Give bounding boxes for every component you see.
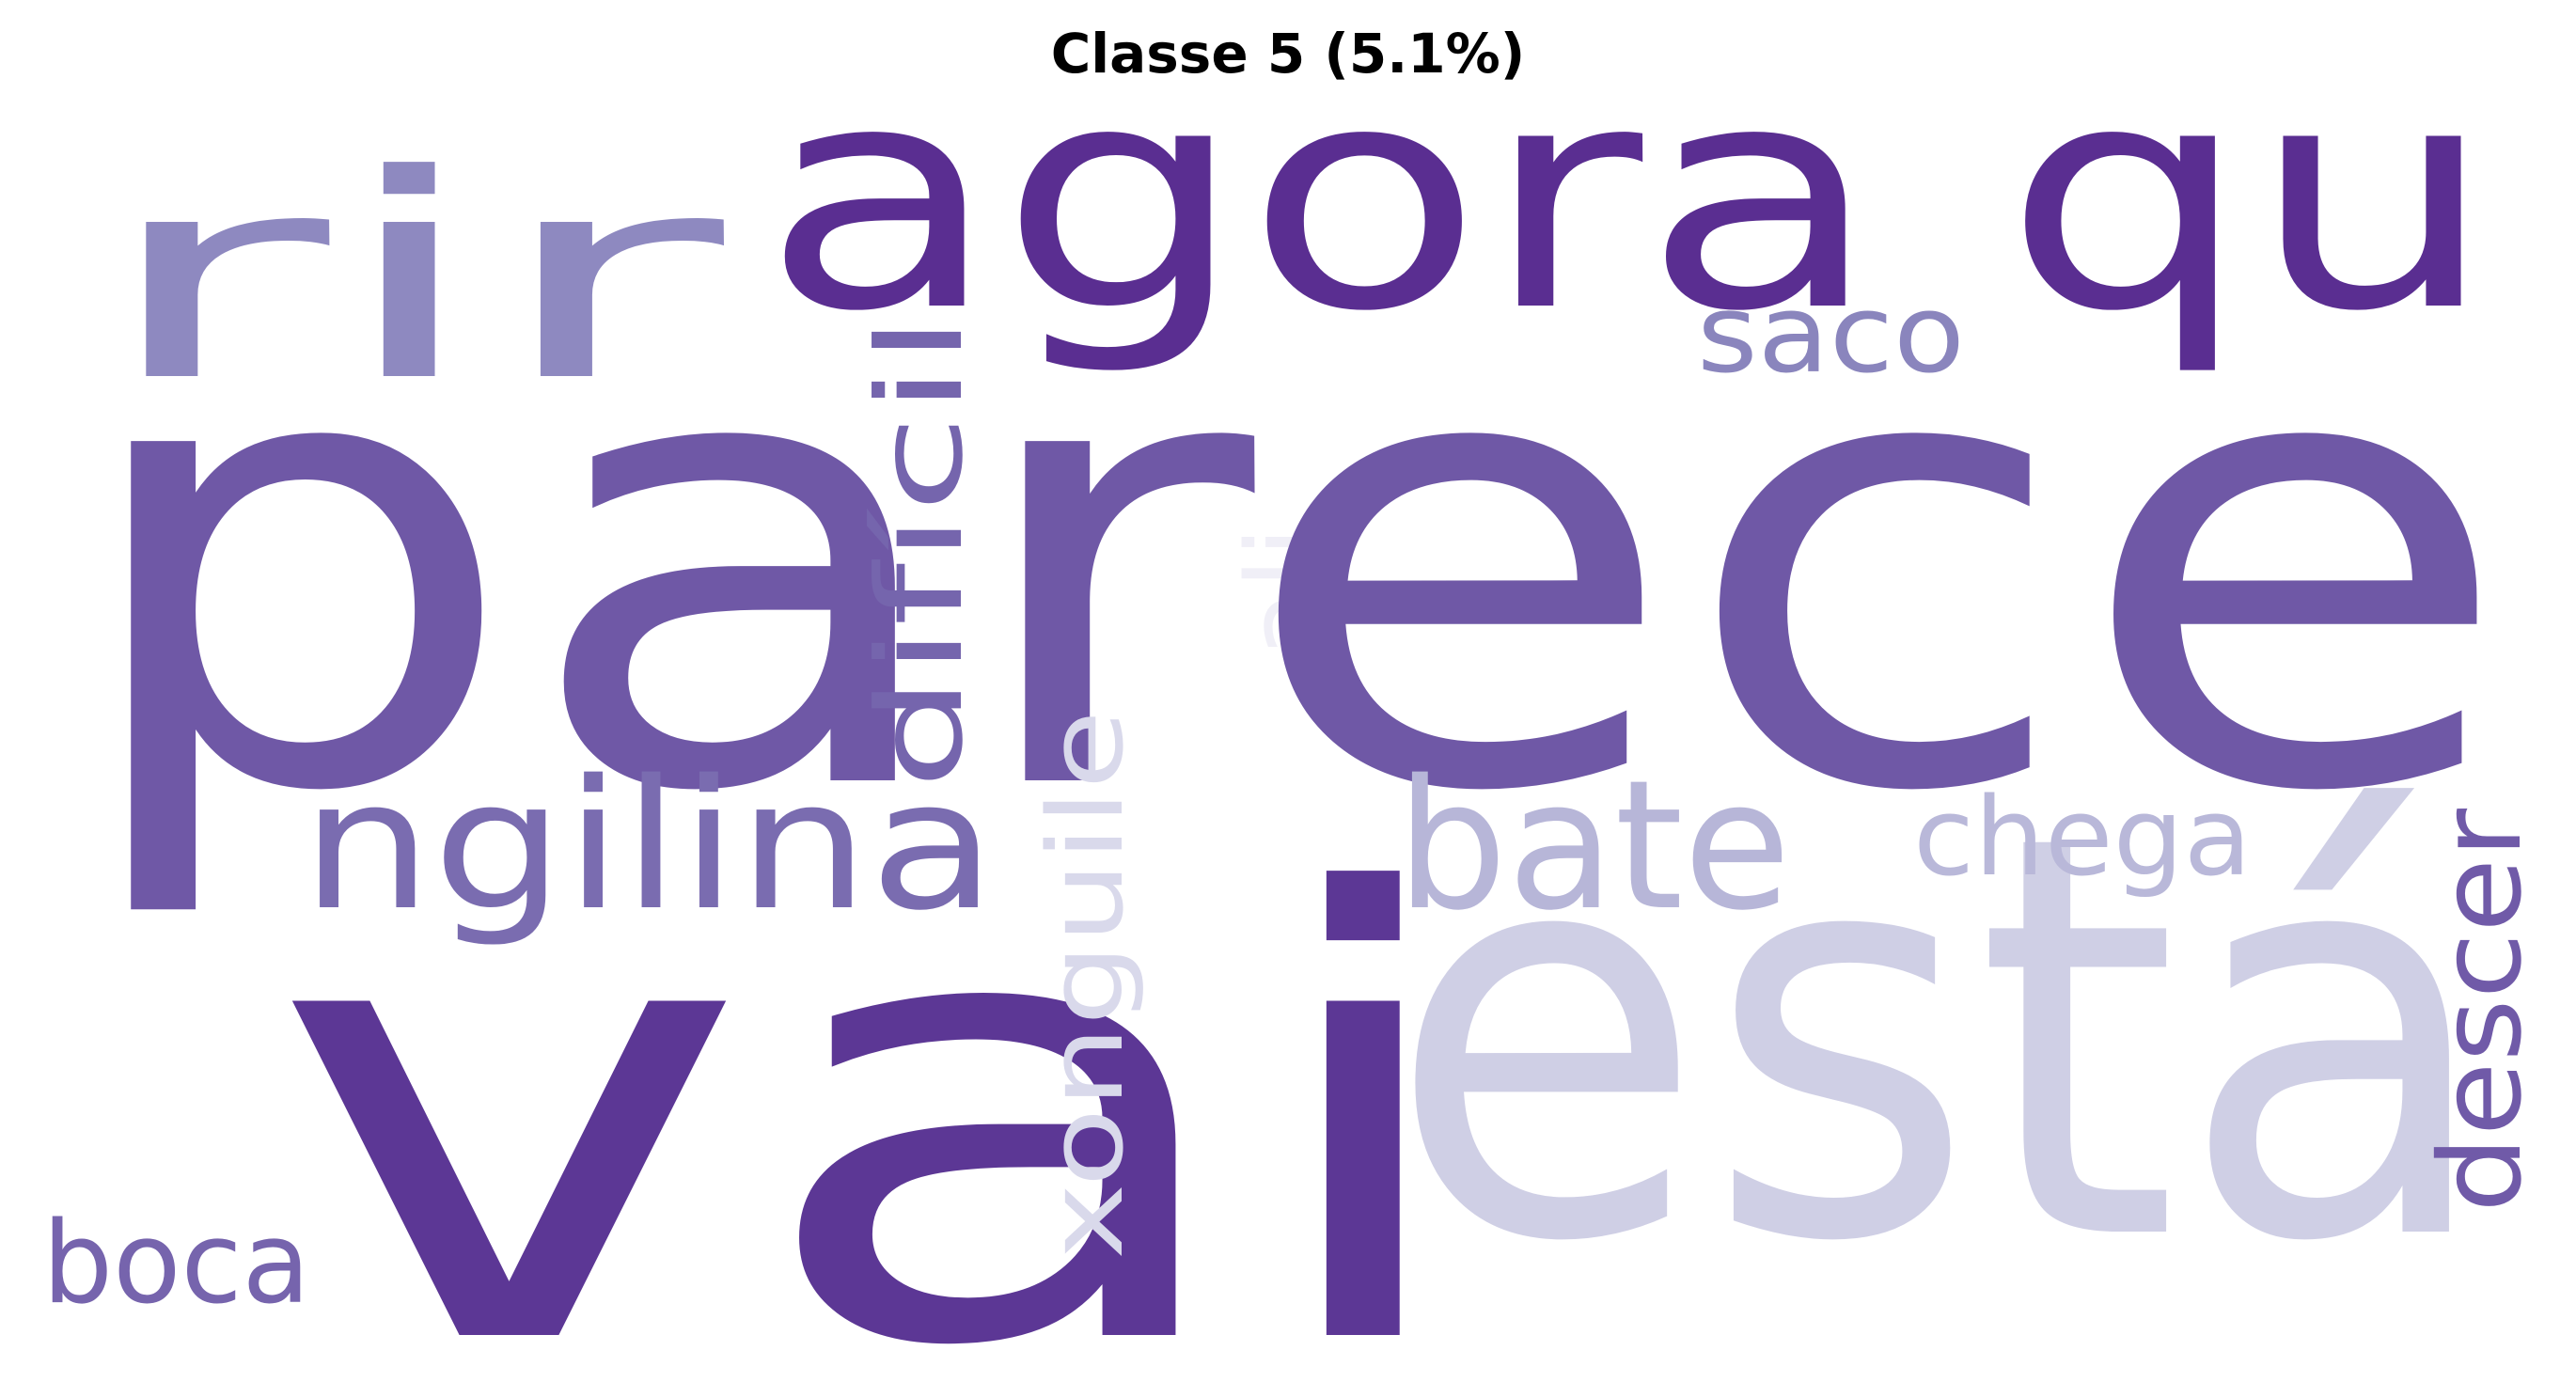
word-parece: parece bbox=[66, 204, 2515, 927]
word-agora-qu: agora qu bbox=[762, 18, 2496, 379]
word-ali: ali bbox=[1224, 526, 1355, 658]
word-xonguile: xonguile bbox=[1026, 710, 1146, 1260]
word-esta: está bbox=[1387, 717, 2496, 1363]
word-descer: descer bbox=[2416, 808, 2547, 1213]
word-rir: rir bbox=[94, 115, 730, 443]
word-saco: saco bbox=[1697, 272, 1965, 398]
word-ngilina: ngilina bbox=[301, 742, 997, 950]
word-bate: bate bbox=[1396, 742, 1791, 950]
word-chega: chega bbox=[1913, 775, 2252, 901]
word-boca: boca bbox=[42, 1199, 310, 1329]
chart-title: Classe 5 (5.1%) bbox=[1050, 22, 1526, 86]
word-vai: vai bbox=[268, 769, 1476, 1382]
word-dificil: difícil bbox=[853, 315, 989, 790]
